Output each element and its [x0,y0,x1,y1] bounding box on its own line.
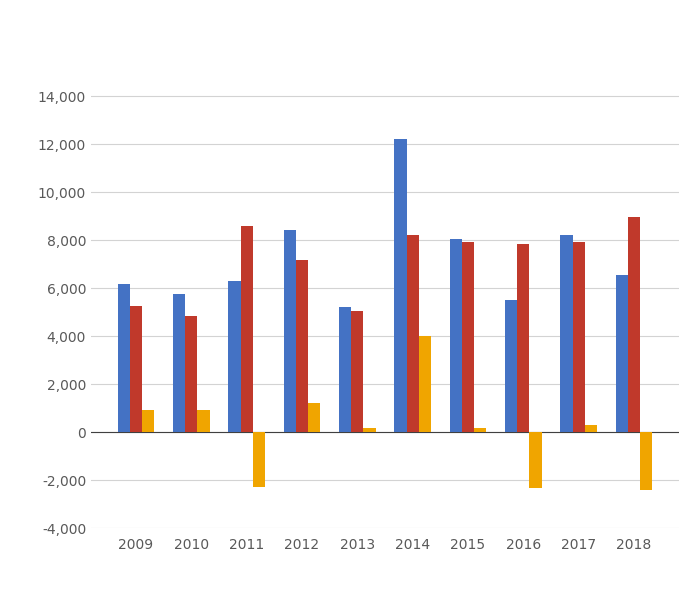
Bar [419,336,431,432]
Legend: Příjmy, Výdaje, Rozdíl příjmů a výdajů: Příjmy, Výdaje, Rozdíl příjmů a výdajů [127,0,488,5]
Bar [505,300,517,432]
Bar [628,217,640,432]
Bar [118,284,130,432]
Bar [394,139,407,432]
Bar [197,410,209,432]
Bar [308,403,321,432]
Bar [616,275,628,432]
Bar [517,244,529,432]
Bar [363,428,376,432]
Bar [640,432,652,490]
Bar [573,242,584,432]
Bar [142,410,154,432]
Bar [584,425,597,432]
Bar [529,432,542,488]
Bar [241,226,253,432]
Bar [253,432,265,487]
Bar [228,281,241,432]
Bar [474,428,486,432]
Bar [449,239,462,432]
Bar [173,294,186,432]
Bar [339,307,351,432]
Bar [407,235,419,432]
Bar [351,311,363,432]
Bar [284,230,296,432]
Bar [462,242,474,432]
Bar [130,306,142,432]
Bar [561,235,573,432]
Bar [186,316,197,432]
Bar [296,260,308,432]
